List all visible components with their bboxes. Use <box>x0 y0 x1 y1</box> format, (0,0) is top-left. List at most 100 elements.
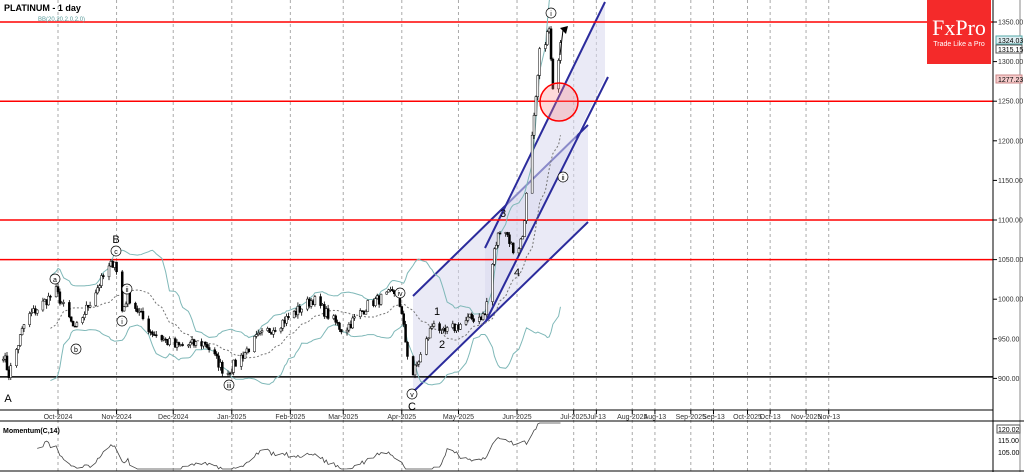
candle <box>432 323 436 327</box>
candle <box>85 304 88 315</box>
candle <box>517 248 521 254</box>
x-tick-label: Oct-13 <box>760 414 781 421</box>
candle <box>221 362 224 374</box>
candle <box>428 328 432 339</box>
candle <box>62 302 65 304</box>
candle <box>287 316 290 318</box>
candle <box>71 321 75 327</box>
candle <box>215 353 218 357</box>
momentum-tick: 115.00 <box>998 438 1019 445</box>
candle <box>187 344 190 347</box>
x-tick-label: Apr-2025 <box>387 414 416 421</box>
y-tick-label: 1200.00 <box>998 138 1023 145</box>
x-tick-label: Sep-13 <box>702 414 725 421</box>
candle <box>425 338 428 355</box>
wave-label-circle <box>110 245 122 257</box>
channel-steep <box>484 1 609 324</box>
candle <box>258 331 262 334</box>
wave-label-circle <box>557 171 569 183</box>
candle <box>464 320 468 325</box>
fxpro-logo: FxPro Trade Like a Pro <box>927 0 991 64</box>
wave-label-circle <box>70 343 82 355</box>
candle <box>17 345 20 350</box>
wave-label-circle <box>406 388 418 400</box>
wave-label: v <box>410 392 414 399</box>
candle <box>485 301 489 316</box>
candle <box>523 220 526 237</box>
candle <box>530 134 534 194</box>
x-tick-label: Jul-2025 <box>560 414 587 421</box>
wave-label: A <box>4 393 12 405</box>
candle <box>532 115 536 136</box>
candle <box>154 334 158 337</box>
candle <box>406 341 409 357</box>
candle <box>481 313 485 320</box>
candle <box>68 302 71 318</box>
price-tag-current: 1324.03 <box>995 35 1023 45</box>
candle <box>387 289 390 293</box>
candle <box>391 289 394 291</box>
candle <box>319 296 322 306</box>
candle <box>364 311 368 315</box>
candle <box>69 316 73 322</box>
wave-label-circle <box>121 283 133 295</box>
candle <box>1 358 5 361</box>
wave-label: ii <box>125 287 129 294</box>
candle <box>353 316 356 319</box>
candle <box>247 348 251 352</box>
candle <box>374 298 377 306</box>
x-tick-label: Dec-2024 <box>158 414 188 421</box>
candle <box>30 312 33 314</box>
candle <box>536 75 540 97</box>
x-tick-label: Jul-13 <box>587 414 606 421</box>
candle <box>519 238 523 249</box>
candle <box>268 328 271 333</box>
y-tick-label: 1300.00 <box>998 59 1023 66</box>
candle <box>415 363 419 366</box>
candle <box>136 308 139 313</box>
y-tick-label: 1150.00 <box>998 178 1023 185</box>
candle <box>496 232 500 246</box>
momentum-line <box>37 422 561 470</box>
candle <box>243 352 247 359</box>
candle <box>557 60 560 90</box>
candle <box>217 355 220 368</box>
svg-text:1315.15: 1315.15 <box>998 47 1023 54</box>
candle <box>239 354 243 367</box>
candle <box>58 291 62 304</box>
candle <box>15 349 18 366</box>
x-tick-label: Jan-2025 <box>217 414 246 421</box>
candle <box>177 342 181 345</box>
wave-label: 1 <box>434 306 440 318</box>
candle <box>234 359 237 367</box>
candle <box>459 324 462 330</box>
x-tick-label: Nov-2024 <box>101 414 131 421</box>
candle <box>338 322 341 330</box>
candle <box>81 317 84 323</box>
candle <box>525 192 528 221</box>
candle <box>494 245 498 250</box>
candle <box>379 293 383 305</box>
candle <box>491 264 494 302</box>
wave-label: c <box>114 249 118 256</box>
candle <box>470 313 473 319</box>
candle <box>508 234 511 244</box>
candle <box>181 344 184 346</box>
candle <box>279 327 283 332</box>
candle <box>41 300 45 311</box>
candle <box>551 58 555 90</box>
wave-label: 3 <box>500 208 506 220</box>
candle <box>493 248 496 265</box>
candle <box>102 275 105 278</box>
candle <box>256 332 260 335</box>
x-tick-label: Nov-13 <box>817 414 840 421</box>
svg-text:120.02: 120.02 <box>998 427 1020 434</box>
candle <box>438 323 441 331</box>
price-tag-bid: 1315.15 <box>995 44 1023 54</box>
x-tick-label: Nov-2025 <box>791 414 821 421</box>
candle <box>28 313 31 325</box>
wave-label: iv <box>397 291 403 298</box>
wave-label: i <box>121 319 123 326</box>
candle <box>5 355 9 371</box>
bollinger-lower <box>50 306 561 386</box>
